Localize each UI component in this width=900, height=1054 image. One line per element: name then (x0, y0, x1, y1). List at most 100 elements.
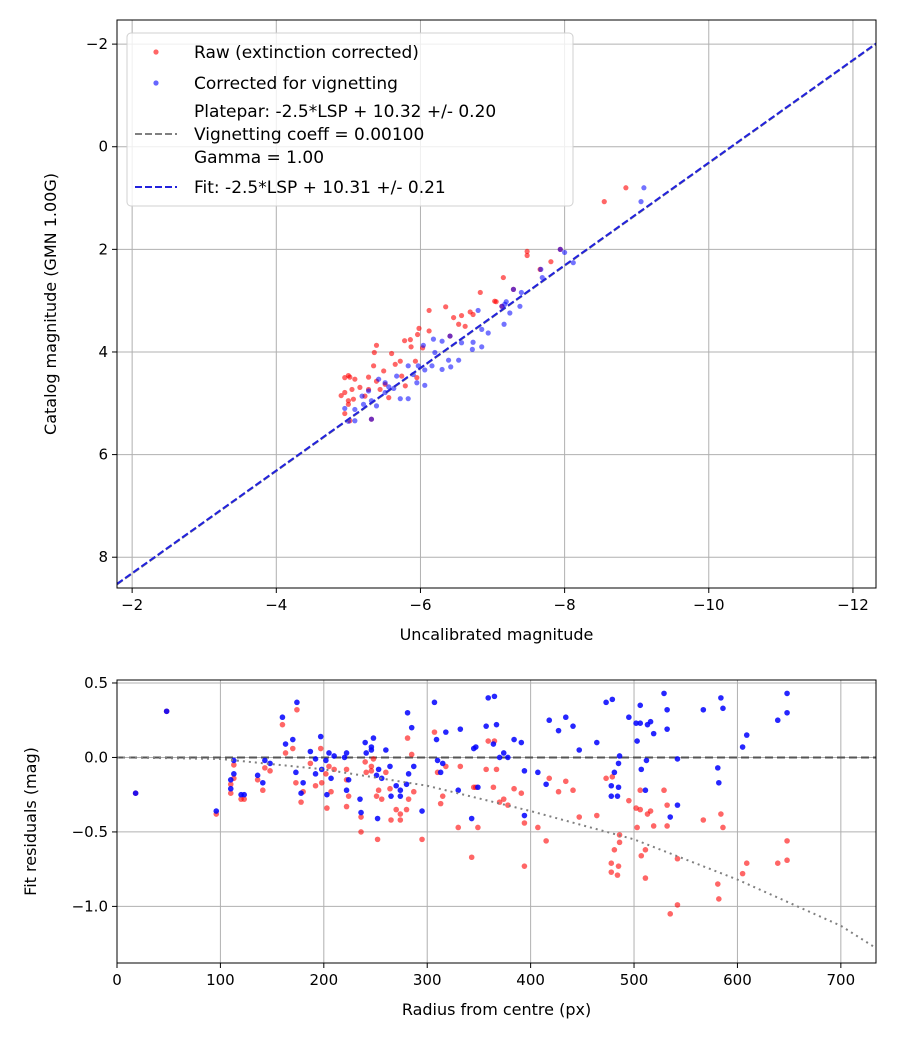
raw-residual-point (397, 811, 404, 817)
raw-point (414, 375, 420, 381)
x-tick-label: 700 (827, 971, 856, 989)
raw-residual-point (661, 787, 667, 794)
raw-residual-point (784, 857, 790, 864)
corrected-point (475, 307, 481, 314)
x-tick-label: 400 (516, 971, 545, 989)
corrected-point (432, 349, 438, 356)
raw-point (477, 289, 483, 296)
corrected-residual-point (331, 753, 337, 759)
raw-point (407, 337, 413, 343)
corrected-point (414, 380, 420, 386)
y-axis-label: Fit residuals (mag) (21, 747, 40, 896)
corrected-residual-point (616, 753, 623, 759)
axes-frame (116, 19, 877, 589)
corrected-residual-point (714, 765, 721, 771)
raw-residual-point (383, 769, 389, 776)
corrected-residual-point (419, 808, 425, 814)
raw-residual-point (370, 756, 377, 762)
raw-residual-point (358, 829, 364, 835)
raw-residual-point (318, 779, 325, 786)
raw-residual-point (419, 836, 425, 843)
corrected-point (456, 357, 462, 363)
corrected-residual-point (774, 717, 781, 724)
raw-residual-point (626, 797, 632, 804)
raw-residual-point (408, 751, 415, 758)
corrected-residual-point (603, 699, 609, 706)
raw-residual-point (431, 729, 438, 735)
raw-point (350, 396, 357, 402)
corrected-residual-point (227, 776, 234, 783)
x-tick-label: −6 (409, 596, 431, 614)
raw-residual-point (609, 774, 616, 780)
raw-residual-point (231, 762, 237, 768)
corrected-residual-point (312, 771, 319, 777)
corrected-residual-point (383, 747, 389, 753)
raw-point (412, 358, 419, 364)
raw-residual-point (716, 896, 722, 902)
corrected-point (538, 266, 544, 272)
raw-point (365, 374, 372, 380)
corrected-residual-point (213, 808, 220, 814)
raw-residual-point (511, 785, 517, 792)
corrected-residual-point (475, 784, 481, 791)
raw-residual-point (638, 852, 645, 859)
corrected-residual-point (345, 776, 352, 783)
corrected-residual-point (500, 750, 507, 756)
y-axis-label: Catalog magnitude (GMN 1.00G) (41, 173, 60, 435)
corrected-residual-point (716, 779, 722, 786)
raw-residual-point (634, 824, 640, 831)
raw-residual-point (485, 738, 492, 744)
corrected-point (507, 310, 513, 316)
corrected-point (641, 185, 647, 191)
raw-residual-point (279, 721, 286, 728)
raw-point (451, 314, 457, 321)
raw-residual-point (594, 812, 600, 819)
corrected-residual-point (282, 741, 289, 747)
corrected-point (479, 344, 485, 350)
corrected-residual-point (307, 748, 314, 755)
corrected-residual-point (468, 815, 475, 822)
legend-label: Raw (extinction corrected) (194, 43, 419, 63)
plot-area (117, 690, 876, 949)
corrected-point (342, 405, 348, 412)
corrected-point (570, 260, 576, 266)
legend-raw-marker (153, 49, 159, 55)
raw-point (371, 363, 377, 369)
y-tick-label: 6 (98, 446, 108, 464)
raw-residual-point (614, 872, 621, 878)
corrected-point (405, 363, 411, 369)
corrected-residual-point (555, 727, 562, 734)
corrected-residual-point (439, 760, 446, 767)
raw-residual-point (774, 860, 781, 867)
raw-residual-point (282, 750, 289, 756)
raw-point (377, 386, 383, 393)
raw-residual-point (667, 911, 674, 917)
corrected-residual-point (546, 717, 553, 724)
x-axis-label: Radius from centre (px) (402, 1000, 591, 1019)
x-tick-label: −8 (554, 596, 576, 614)
x-tick-label: −12 (837, 596, 869, 614)
raw-residual-point (307, 760, 314, 767)
raw-residual-point (784, 838, 790, 844)
corrected-point (360, 401, 367, 407)
raw-residual-point (298, 799, 304, 805)
corrected-residual-point (341, 754, 348, 761)
raw-residual-point (328, 788, 334, 795)
raw-residual-point (650, 823, 657, 829)
raw-residual-point (468, 854, 475, 861)
y-tick-label: 0 (98, 138, 108, 156)
raw-residual-point (493, 766, 500, 773)
raw-residual-point (570, 787, 576, 794)
raw-residual-point (615, 863, 622, 869)
corrected-residual-point (674, 802, 681, 808)
raw-residual-point (343, 803, 350, 810)
corrected-residual-point (491, 693, 498, 700)
raw-point (345, 398, 351, 404)
raw-residual-point (647, 808, 654, 814)
raw-residual-point (521, 863, 528, 869)
raw-residual-point (405, 796, 412, 802)
corrected-point (502, 301, 508, 307)
raw-point (470, 311, 476, 318)
raw-residual-point (576, 814, 583, 820)
corrected-point (447, 333, 453, 339)
